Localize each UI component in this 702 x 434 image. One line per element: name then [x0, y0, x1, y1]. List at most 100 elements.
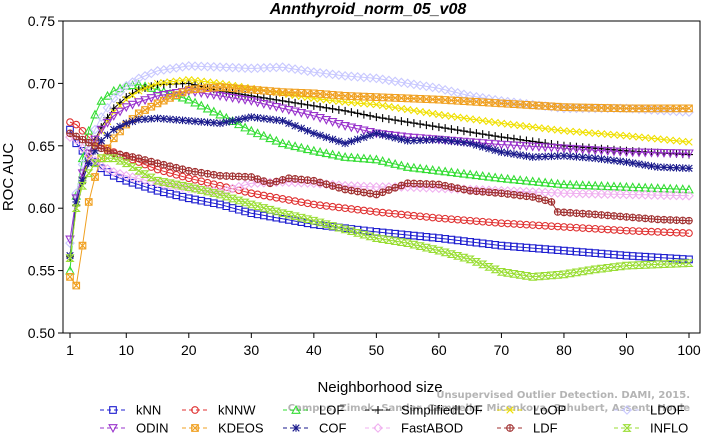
data-point-odin: [677, 149, 688, 159]
data-point-inflo: [190, 184, 200, 193]
data-point-cof: [666, 163, 675, 172]
data-point-lof: [277, 138, 288, 148]
data-point-ldof: [296, 65, 307, 76]
data-point-fastabod: [102, 164, 113, 174]
data-point-loop: [491, 118, 499, 127]
data-point-ldf: [416, 179, 424, 188]
data-point-ldof: [290, 64, 300, 75]
data-point-loop: [510, 121, 518, 129]
data-point-cof: [72, 198, 81, 206]
data-point-ldof: [90, 124, 100, 135]
data-point-ldof: [183, 61, 194, 71]
data-point-ldof: [490, 94, 501, 105]
data-point-ldf: [403, 179, 412, 188]
data-point-cof: [310, 129, 318, 138]
data-point-cof: [622, 158, 631, 166]
data-point-ldf: [159, 160, 168, 169]
data-point-ldf: [260, 177, 268, 185]
data-point-cof: [510, 150, 518, 158]
data-point-loop: [203, 78, 212, 86]
data-point-cof: [378, 131, 387, 139]
data-point-kdeos: [147, 102, 156, 111]
data-point-fastabod: [108, 167, 119, 177]
data-point-loop: [460, 114, 468, 122]
data-point-loop: [453, 113, 462, 121]
data-point-loop: [366, 100, 374, 108]
data-point-odin: [277, 104, 288, 114]
data-point-fastabod: [652, 190, 663, 200]
data-point-inflo: [465, 255, 475, 264]
data-point-cof: [397, 135, 406, 144]
data-point-cof: [228, 117, 237, 125]
data-point-odin: [484, 139, 494, 149]
data-point-cof: [460, 138, 468, 147]
data-point-inflo: [584, 266, 594, 275]
data-point-inflo: [403, 239, 413, 247]
data-point-ldf: [309, 176, 318, 185]
data-point-cof: [128, 117, 137, 126]
data-point-cof: [510, 150, 518, 158]
data-point-loop: [466, 115, 474, 123]
data-point-simplifiedlof: [297, 99, 306, 108]
legend-marker-simplifiedlof: [374, 406, 382, 414]
data-point-loop: [503, 120, 512, 128]
data-point-odin: [327, 117, 338, 127]
data-point-inflo: [315, 218, 325, 227]
data-point-loop: [597, 130, 606, 138]
data-point-loop: [566, 127, 574, 136]
legend-item-knnw: kNNW: [182, 403, 256, 418]
data-point-ldf: [303, 176, 312, 184]
data-point-simplifiedlof: [503, 133, 512, 142]
data-point-ldf: [616, 213, 624, 220]
data-point-cof: [134, 115, 143, 124]
data-point-fastabod: [684, 190, 694, 201]
data-point-cof: [141, 115, 149, 123]
data-point-inflo: [71, 204, 81, 213]
data-point-simplifiedlof: [359, 110, 368, 119]
data-point-lof: [177, 92, 188, 102]
data-point-cof: [72, 198, 81, 206]
data-point-inflo: [340, 225, 350, 234]
data-point-inflo: [371, 234, 382, 243]
data-point-ldf: [423, 180, 430, 188]
data-point-odin: [534, 142, 544, 152]
data-point-cof: [666, 163, 675, 172]
data-point-cof: [585, 153, 593, 162]
data-point-lof: [671, 183, 682, 193]
data-point-odin: [102, 118, 113, 128]
data-point-ldf: [466, 187, 474, 195]
data-point-ldf: [610, 212, 618, 220]
data-point-cof: [278, 117, 287, 125]
data-point-ldf: [579, 210, 587, 217]
data-point-loop: [147, 82, 155, 90]
data-point-cof: [522, 152, 531, 160]
data-point-ldof: [409, 79, 419, 90]
data-point-simplifiedlof: [316, 102, 325, 111]
data-point-inflo: [440, 248, 450, 257]
data-point-inflo: [559, 270, 569, 279]
data-point-lof: [271, 135, 282, 145]
data-point-simplifiedlof: [334, 105, 343, 114]
data-point-ldof: [121, 81, 132, 91]
data-point-odin: [602, 147, 613, 156]
data-point-odin: [246, 97, 257, 106]
data-point-ldf: [435, 181, 443, 188]
data-point-ldf: [554, 208, 561, 216]
data-point-cof: [391, 134, 399, 142]
data-point-odin: [265, 101, 275, 111]
data-point-ldof: [227, 62, 238, 73]
legend-marker-cof: [292, 424, 300, 432]
data-point-ldof: [183, 61, 194, 71]
data-point-loop: [660, 135, 668, 144]
data-point-ldf: [141, 156, 149, 164]
data-point-cof: [553, 152, 562, 160]
data-point-fastabod: [634, 189, 644, 200]
legend-label-knnw: kNNW: [218, 403, 256, 418]
data-point-cof: [197, 118, 206, 126]
data-point-inflo: [77, 181, 88, 190]
data-point-ldf: [498, 189, 505, 197]
data-point-cof: [341, 139, 349, 148]
data-point-cof: [466, 139, 474, 148]
data-point-lof: [240, 122, 250, 132]
data-point-cof: [235, 115, 243, 124]
